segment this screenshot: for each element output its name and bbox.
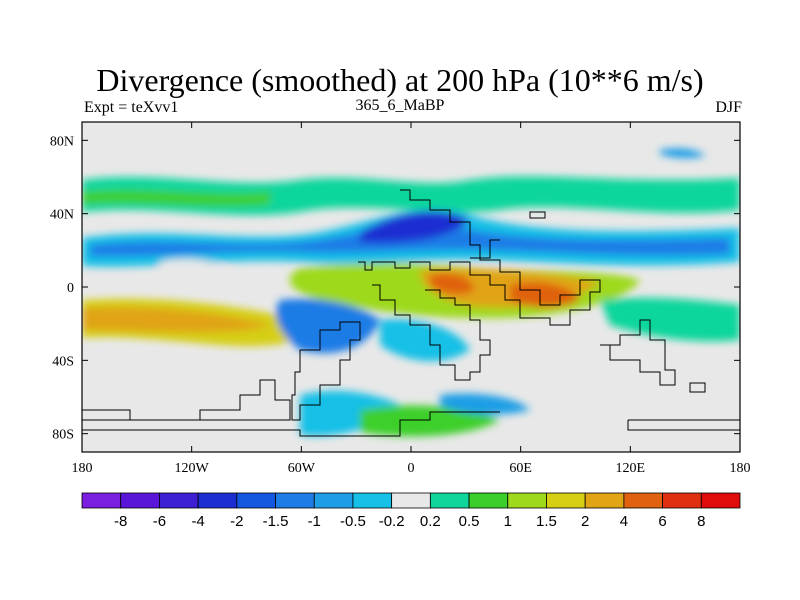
colorbar-label: -1.5 bbox=[263, 513, 289, 530]
colorbar-label: 1 bbox=[504, 513, 512, 530]
band-south-positive-core bbox=[82, 306, 270, 333]
colorbar-swatch bbox=[197, 492, 238, 509]
colorbar: -8 -6 -4 -2 -1.5 -1 -0.5 -0.2 0.2 0.5 1 1.5 2 4 6 8 bbox=[81, 492, 741, 530]
coast-south-america bbox=[291, 321, 361, 421]
x-tick-label: 180 bbox=[72, 461, 93, 476]
colorbar-label: -1 bbox=[308, 513, 321, 530]
south-convergence-east bbox=[380, 319, 470, 362]
coast-europe-asia bbox=[358, 189, 601, 326]
plot-title: Divergence (smoothed) at 200 hPa (10**6 … bbox=[96, 62, 704, 98]
colorbar-swatch bbox=[584, 492, 625, 509]
y-tick-label: 0 bbox=[67, 281, 74, 296]
colorbar-label: -2 bbox=[230, 513, 243, 530]
x-tick-label: 120E bbox=[616, 461, 646, 476]
y-tick-label: 40N bbox=[50, 208, 74, 223]
colorbar-swatch bbox=[81, 492, 122, 509]
colorbar-label: 4 bbox=[620, 513, 628, 530]
colorbar-label: -0.2 bbox=[379, 513, 405, 530]
indian-ocean-core bbox=[510, 282, 580, 308]
y-tick-label: 80N bbox=[50, 134, 74, 149]
colorbar-label: -0.5 bbox=[340, 513, 366, 530]
colorbar-label: 2 bbox=[581, 513, 589, 530]
x-tick-label: 120W bbox=[175, 461, 210, 476]
colorbar-swatch bbox=[429, 492, 470, 509]
antarctic-negative bbox=[300, 390, 400, 436]
colorbar-label: -4 bbox=[191, 513, 204, 530]
south-pacific-positive bbox=[600, 297, 740, 342]
coast-arabia bbox=[529, 211, 546, 219]
colorbar-swatch bbox=[313, 492, 354, 509]
x-tick-label: 180 bbox=[730, 461, 751, 476]
colorbar-label: 6 bbox=[658, 513, 666, 530]
coast-australia bbox=[600, 319, 676, 386]
y-tick-label: 80S bbox=[52, 428, 74, 443]
africa-divergence-core bbox=[430, 273, 475, 295]
pacific-neutral-patch bbox=[160, 259, 230, 279]
colorbar-label: 1.5 bbox=[536, 513, 557, 530]
x-tick-label: 60E bbox=[509, 461, 532, 476]
x-tick-label: 60W bbox=[288, 461, 316, 476]
colorbar-swatch bbox=[700, 492, 741, 509]
run-id-label: 365_6_MaBP bbox=[355, 97, 445, 114]
x-tick-label: 0 bbox=[408, 461, 415, 476]
coast-africa bbox=[372, 284, 491, 381]
antarctic-positive bbox=[360, 405, 500, 437]
colorbar-swatch bbox=[468, 492, 509, 509]
colorbar-swatch bbox=[352, 492, 393, 509]
colorbar-swatch bbox=[623, 492, 663, 509]
axis-ticks: 180 120W 60W 0 60E 120E 180 80N 40N 0 40S 80S bbox=[50, 122, 751, 476]
band-north-positive-core bbox=[82, 190, 270, 206]
colorbar-swatch bbox=[662, 492, 702, 509]
divergence-field bbox=[82, 122, 740, 452]
colorbar-swatch bbox=[236, 492, 276, 509]
colorbar-label: 0.2 bbox=[420, 513, 441, 530]
colorbar-label: -6 bbox=[153, 513, 166, 530]
asia-convergence-core bbox=[360, 211, 470, 243]
colorbar-swatch bbox=[546, 492, 586, 509]
colorbar-label: 8 bbox=[697, 513, 705, 530]
colorbar-swatch bbox=[159, 492, 199, 509]
coast-greenland bbox=[470, 239, 500, 259]
colorbar-swatch bbox=[120, 492, 160, 509]
coast-antarctica bbox=[82, 379, 740, 437]
coastlines bbox=[82, 189, 740, 437]
arctic-patch bbox=[660, 148, 705, 159]
southern-ocean-negative bbox=[440, 393, 530, 415]
colorbar-label: 0.5 bbox=[459, 513, 480, 530]
y-tick-label: 40S bbox=[52, 354, 74, 369]
colorbar-swatch bbox=[507, 492, 547, 509]
experiment-label: Expt = teXvv1 bbox=[84, 99, 179, 116]
season-label: DJF bbox=[715, 99, 742, 116]
colorbar-swatch bbox=[275, 492, 315, 509]
colorbar-swatch bbox=[391, 492, 431, 509]
coast-new-zealand bbox=[689, 382, 706, 393]
colorbar-label: -8 bbox=[114, 513, 127, 530]
